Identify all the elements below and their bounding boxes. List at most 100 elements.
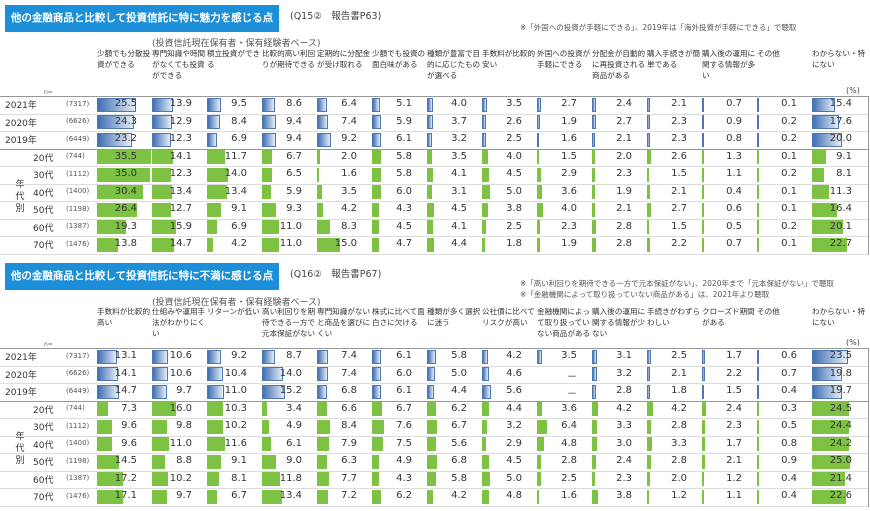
value-cell: 0.7 bbox=[757, 366, 812, 384]
value-cell: 7.3 bbox=[97, 401, 152, 419]
value-label: 21.4 bbox=[829, 472, 852, 484]
value-cell: 2.7 bbox=[592, 114, 647, 132]
value-bar bbox=[317, 237, 340, 252]
value-cell: 3.3 bbox=[647, 436, 702, 454]
value-cell: 30.4 bbox=[97, 184, 152, 202]
value-cell: 3.3 bbox=[592, 418, 647, 436]
value-cell: 35.5 bbox=[97, 149, 152, 167]
value-cell: 0.9 bbox=[757, 453, 812, 471]
value-bar bbox=[317, 150, 321, 164]
value-cell: 6.9 bbox=[207, 219, 262, 237]
value-cell: 1.3 bbox=[702, 149, 757, 167]
value-cell: 4.1 bbox=[427, 166, 482, 184]
value-bar bbox=[592, 132, 596, 147]
value-bar bbox=[537, 349, 543, 364]
value-bar bbox=[592, 97, 596, 112]
value-cell: 2.7 bbox=[647, 201, 702, 219]
value-label: 1.9 bbox=[561, 115, 577, 127]
value-cell: 1.9 bbox=[537, 114, 592, 132]
value-label: 0.5 bbox=[781, 420, 797, 431]
value-label: 0.2 bbox=[781, 220, 797, 232]
value-label: 13.4 bbox=[224, 185, 247, 197]
value-cell: 3.1 bbox=[592, 348, 647, 366]
value-cell: 4.2 bbox=[592, 401, 647, 419]
value-bar bbox=[372, 220, 379, 234]
value-cell: 13.9 bbox=[152, 96, 207, 114]
table-row: 40代 (1400) 30.4 13.4 13.4 5.9 3.5 6.0 3.1 5.0 3.6 1… bbox=[0, 184, 868, 202]
value-cell: 20.1 bbox=[812, 219, 867, 237]
value-bar bbox=[262, 349, 276, 364]
value-bar bbox=[702, 437, 705, 451]
value-bar bbox=[647, 419, 652, 434]
value-bar bbox=[97, 384, 120, 399]
value-cell: 14.0 bbox=[262, 366, 317, 384]
row-sample-size: (6449) bbox=[66, 386, 90, 395]
column-header: 購入後の運用に関する情報が多い bbox=[702, 49, 756, 80]
value-label: 2.1 bbox=[671, 185, 687, 197]
value-label: 1.5 bbox=[671, 168, 687, 179]
value-cell: 7.5 bbox=[372, 436, 427, 454]
value-bar bbox=[317, 454, 327, 469]
value-bar bbox=[757, 384, 759, 399]
value-bar bbox=[647, 220, 650, 234]
value-bar bbox=[702, 150, 704, 164]
column-header: 比較的高い利回りが期待できる bbox=[262, 49, 316, 69]
value-cell: 11.0 bbox=[152, 436, 207, 454]
value-label: 9.7 bbox=[176, 490, 192, 501]
value-bar bbox=[207, 454, 221, 469]
value-cell: 25.5 bbox=[97, 96, 152, 114]
value-cell: 0.1 bbox=[757, 184, 812, 202]
value-label: 3.2 bbox=[506, 420, 522, 431]
value-bar bbox=[537, 489, 540, 504]
value-cell: 1.1 bbox=[702, 166, 757, 184]
value-cell: 2.3 bbox=[592, 166, 647, 184]
value-label: 3.5 bbox=[451, 150, 467, 162]
base-description: (投資信託現在保有者・保有経験者ベース) bbox=[152, 298, 321, 308]
value-cell: 17.6 bbox=[812, 114, 867, 132]
value-label: 0.1 bbox=[781, 98, 797, 109]
value-label: 2.9 bbox=[561, 168, 577, 179]
value-bar bbox=[97, 237, 118, 252]
column-header: 種類が豊富で目的に応じたものが選べる bbox=[427, 49, 481, 80]
value-bar bbox=[702, 220, 704, 234]
value-cell: 7.7 bbox=[317, 471, 372, 489]
value-cell: 5.0 bbox=[482, 184, 537, 202]
value-bar bbox=[152, 384, 167, 399]
value-label: 2.5 bbox=[671, 350, 687, 361]
value-bar bbox=[757, 202, 759, 217]
value-label: 14.7 bbox=[169, 238, 192, 249]
value-label: 2.3 bbox=[671, 115, 687, 127]
value-cell: 4.9 bbox=[372, 453, 427, 471]
value-bar bbox=[647, 202, 652, 217]
value-label: 2.6 bbox=[671, 150, 687, 162]
value-cell: 15.2 bbox=[262, 383, 317, 401]
value-bar bbox=[482, 367, 489, 381]
value-bar bbox=[317, 437, 330, 451]
value-bar bbox=[152, 220, 177, 234]
value-label: 24.4 bbox=[829, 420, 852, 431]
value-cell: － bbox=[537, 383, 592, 401]
value-bar bbox=[427, 185, 432, 199]
column-header: 購入後の運用に関する情報が少ない bbox=[592, 307, 646, 338]
value-bar bbox=[592, 185, 595, 199]
value-label: 7.4 bbox=[341, 367, 357, 379]
value-label: 7.7 bbox=[341, 472, 357, 484]
value-cell: 2.8 bbox=[592, 383, 647, 401]
value-label: 24.5 bbox=[829, 402, 852, 414]
row-sample-size: (6626) bbox=[66, 369, 90, 377]
column-header: 手数料が比較的安い bbox=[482, 49, 536, 69]
column-header: クローズド期間がある bbox=[702, 307, 755, 327]
value-cell: 7.6 bbox=[372, 418, 427, 436]
row-label: 50代 bbox=[33, 206, 54, 216]
value-bar bbox=[647, 367, 651, 381]
value-label: 9.6 bbox=[121, 420, 137, 431]
value-bar bbox=[702, 115, 704, 129]
value-bar bbox=[262, 489, 283, 504]
value-label: 0.2 bbox=[781, 168, 797, 179]
value-bar bbox=[647, 489, 649, 504]
value-bar bbox=[647, 150, 651, 164]
value-bar bbox=[592, 167, 596, 182]
value-cell: 0.1 bbox=[757, 236, 812, 254]
value-cell: 3.1 bbox=[427, 184, 482, 202]
